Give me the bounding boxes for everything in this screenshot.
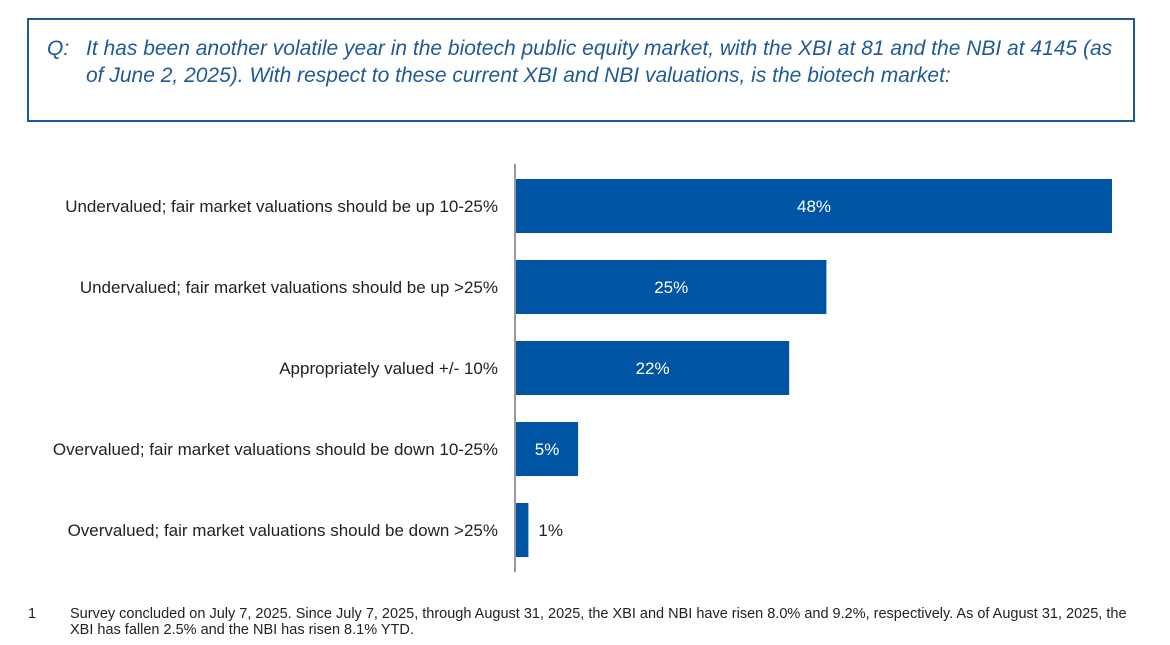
- bar-value-label: 48%: [797, 197, 831, 216]
- question-text: It has been another volatile year in the…: [86, 37, 1113, 87]
- bar: [516, 179, 1112, 233]
- bar-chart: Undervalued; fair market valuations shou…: [53, 164, 1112, 572]
- footnote-number: 1: [28, 606, 37, 622]
- bar: [516, 260, 827, 314]
- footnote-text: Survey concluded on July 7, 2025. Since …: [70, 606, 1127, 638]
- category-label: Overvalued; fair market valuations shoul…: [68, 521, 498, 540]
- category-label: Overvalued; fair market valuations shoul…: [53, 440, 498, 459]
- bar-value-label: 25%: [654, 278, 688, 297]
- bar-value-label: 22%: [636, 359, 670, 378]
- bar: [516, 422, 579, 476]
- bar-value-label: 1%: [538, 521, 563, 540]
- category-label: Undervalued; fair market valuations shou…: [80, 278, 498, 297]
- bar: [516, 503, 529, 557]
- category-label: Appropriately valued +/- 10%: [279, 359, 498, 378]
- bar-value-label: 5%: [535, 440, 560, 459]
- category-label: Undervalued; fair market valuations shou…: [65, 197, 498, 216]
- question-label: Q:: [47, 37, 70, 60]
- bar: [516, 341, 790, 395]
- question-box: Q: It has been another volatile year in …: [27, 18, 1135, 122]
